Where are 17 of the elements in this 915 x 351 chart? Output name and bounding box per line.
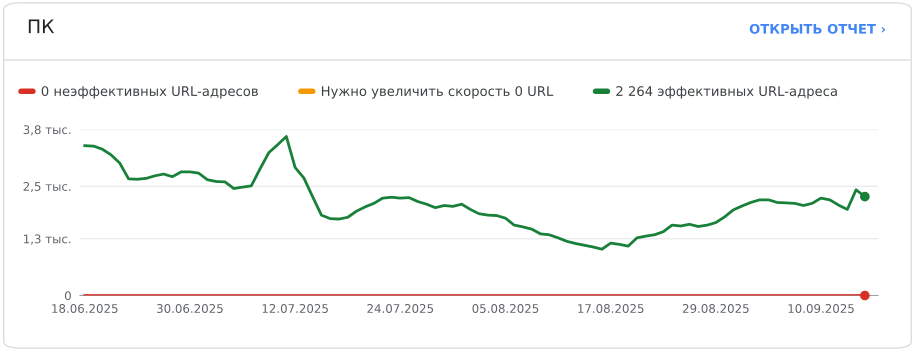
y-tick-label: 3,8 тыс. <box>24 125 70 136</box>
x-tick-label: 30.06.2025 <box>157 304 223 313</box>
y-tick-label: 1,3 тыс. <box>24 234 70 245</box>
x-tick-label: 05.08.2025 <box>472 304 538 313</box>
legend-label: Нужно увеличить скорость 0 URL <box>322 86 554 99</box>
legend-label: 0 неэффективных URL-адресов <box>42 86 258 99</box>
y-tick-label: 2,5 тыс. <box>24 182 70 192</box>
legend-label: 2 264 эффективных URL-адреса <box>616 86 837 99</box>
x-tick-label: 18.06.2025 <box>52 304 118 313</box>
x-tick-label: 12.07.2025 <box>262 304 328 313</box>
x-tick-label: 24.07.2025 <box>367 304 434 313</box>
x-tick-label: 17.08.2025 <box>578 304 644 313</box>
text: ОТКРЫТЬ ОТЧЕТ › <box>750 24 885 34</box>
x-tick-label: 29.08.2025 <box>682 304 749 313</box>
x-tick-label: 10.09.2025 <box>788 304 854 313</box>
chart-title: ПК <box>28 20 54 34</box>
y-tick-label: 0 <box>64 291 71 300</box>
